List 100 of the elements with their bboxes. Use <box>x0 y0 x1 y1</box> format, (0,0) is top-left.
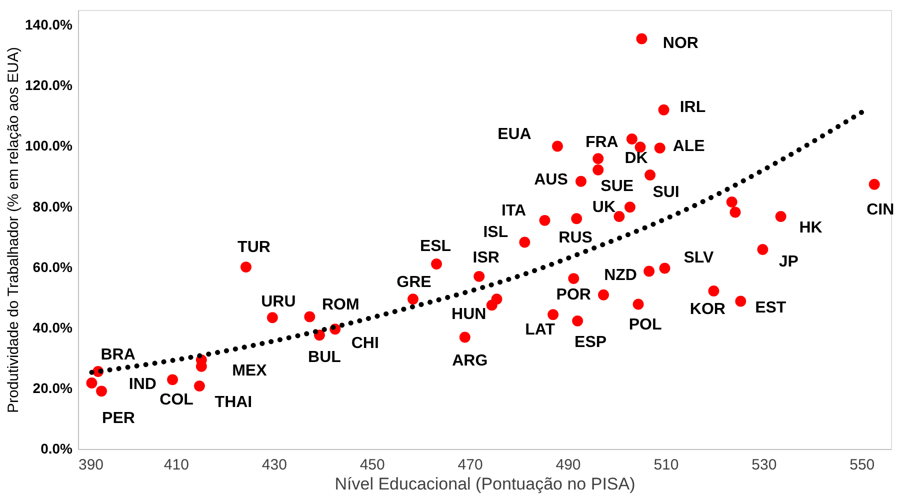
x-tick-label: 470 <box>458 456 483 474</box>
annotation: EST <box>755 299 786 316</box>
y-tick-label: 120.0% <box>25 77 74 94</box>
annotation: KOR <box>690 300 726 318</box>
point <box>486 300 498 311</box>
annotation: ROM <box>322 296 360 314</box>
annotation: ARG <box>452 352 488 370</box>
annotation: UK <box>592 199 616 216</box>
annotation: SUI <box>652 184 680 202</box>
annotation: CHI <box>351 335 379 352</box>
annotation: IND <box>128 376 156 393</box>
x-tick-label: 410 <box>164 456 189 474</box>
point <box>431 258 442 270</box>
y-tick-label: 20.0% <box>32 380 74 396</box>
point <box>519 236 530 248</box>
point <box>757 244 768 255</box>
annotation: POR <box>556 286 592 304</box>
point <box>644 266 655 277</box>
y-tick-label: 140.0% <box>25 16 74 33</box>
annotation: GRE <box>396 274 432 292</box>
point <box>571 213 582 224</box>
y-axis-title: Produtividade do Trabalhador (% em relação aos EUA) <box>5 46 22 414</box>
annotation: MEX <box>232 362 268 380</box>
point <box>548 309 559 320</box>
point <box>730 206 741 218</box>
point <box>304 311 316 322</box>
point <box>632 298 644 310</box>
point <box>572 315 584 326</box>
x-tick-label: 430 <box>262 456 287 474</box>
annotation: ALE <box>672 138 706 156</box>
y-tick-label: 40.0% <box>32 319 74 336</box>
point <box>568 273 580 284</box>
point <box>726 196 738 208</box>
point <box>659 262 670 274</box>
annotation: HUN <box>452 306 486 324</box>
x-tick-label: 550 <box>850 456 875 474</box>
x-tick-label: 510 <box>654 456 679 474</box>
point <box>408 294 418 305</box>
point <box>266 312 278 324</box>
annotation: NZD <box>604 266 637 284</box>
x-axis-title: Nível Educacional (Pontuação no PISA) <box>334 474 636 494</box>
point <box>552 140 563 152</box>
point <box>654 142 666 154</box>
annotation: TUR <box>238 239 271 256</box>
annotation: SLV <box>684 249 714 266</box>
annotation: JP <box>778 253 799 270</box>
point <box>868 178 880 190</box>
annotation: FRA <box>585 134 619 151</box>
point <box>636 33 648 44</box>
point <box>459 332 470 343</box>
point <box>775 211 786 222</box>
x-tick-label: 490 <box>556 456 581 474</box>
point <box>86 378 98 388</box>
annotation: ISL <box>483 224 508 242</box>
point <box>194 380 205 392</box>
annotation: IRL <box>680 98 706 116</box>
annotation: DK <box>624 150 648 168</box>
annotation: BRA <box>100 346 136 364</box>
annotation: ESP <box>574 334 607 351</box>
point <box>474 270 485 282</box>
point <box>634 142 646 153</box>
x-tick-label: 450 <box>360 456 385 474</box>
annotation: NOR <box>662 34 699 52</box>
point <box>167 374 178 386</box>
annotation: PER <box>102 410 136 428</box>
annotation: BUL <box>308 349 342 366</box>
annotation: AUS <box>534 171 568 188</box>
point <box>539 214 550 226</box>
annotation: SUE <box>600 178 634 195</box>
x-tick-label: 390 <box>78 456 104 474</box>
point <box>658 104 670 116</box>
annotation: THAI <box>214 394 252 412</box>
point <box>735 296 746 307</box>
annotation: CIN <box>866 201 894 218</box>
annotation: ISR <box>472 249 500 266</box>
annotation: HK <box>799 219 823 236</box>
annotation: ITA <box>501 202 526 220</box>
point <box>624 202 636 213</box>
annotation: POL <box>628 316 662 334</box>
point <box>614 211 625 222</box>
point <box>592 153 604 164</box>
point <box>576 176 586 187</box>
point <box>644 170 656 180</box>
y-tick-label: 60.0% <box>32 258 74 275</box>
y-tick-label: 100.0% <box>25 138 74 154</box>
annotation: ESL <box>420 238 452 256</box>
annotation: LAT <box>525 322 556 339</box>
annotation: RUS <box>558 230 593 247</box>
point <box>626 134 638 144</box>
x-tick-label: 530 <box>752 456 777 474</box>
point <box>592 164 604 176</box>
point <box>240 262 252 273</box>
point <box>96 386 107 397</box>
point <box>598 289 609 300</box>
annotation: COL <box>160 392 194 409</box>
annotation: URU <box>261 294 296 311</box>
y-tick-label: 80.0% <box>32 198 74 214</box>
point <box>708 285 720 296</box>
annotation: EUA <box>498 126 532 144</box>
y-tick-label: 0.0% <box>40 440 74 456</box>
